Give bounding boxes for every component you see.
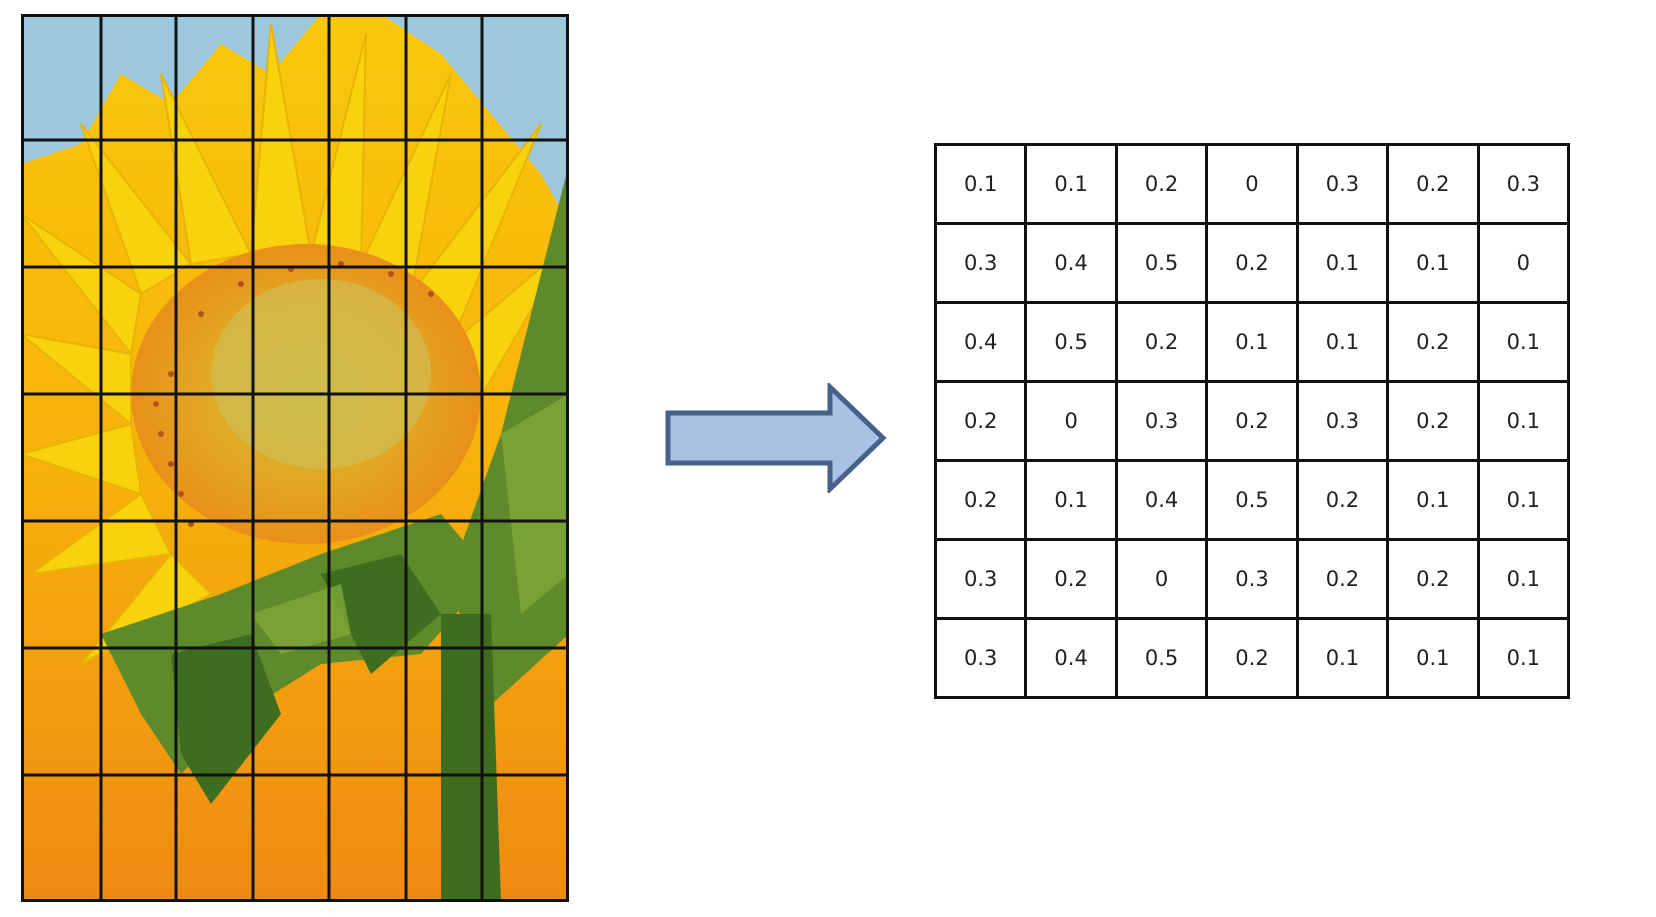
grid-cell: 0.5 [1027, 304, 1118, 383]
grid-cell: 0.3 [937, 541, 1028, 620]
grid-cell: 0.2 [1389, 383, 1480, 462]
grid-cell: 0.3 [937, 225, 1028, 304]
grid-cell: 0.2 [937, 383, 1028, 462]
grid-cell: 0.1 [1389, 462, 1480, 541]
grid-cell: 0.1 [1479, 304, 1570, 383]
grid-cell: 0.2 [1389, 146, 1480, 225]
grid-cell: 0.4 [1027, 620, 1118, 699]
grid-cell: 0.2 [1208, 620, 1299, 699]
grid-cell: 0.3 [937, 620, 1028, 699]
grid-cell: 0.1 [1027, 146, 1118, 225]
grid-cell: 0.3 [1479, 146, 1570, 225]
grid-cell: 0.3 [1117, 383, 1209, 462]
grid-cell: 0.2 [937, 462, 1028, 541]
grid-cell: 0.2 [1027, 541, 1118, 620]
sunflower-image [21, 14, 569, 902]
grid-cell: 0 [1027, 383, 1118, 462]
grid-cell: 0.5 [1117, 225, 1209, 304]
grid-cell: 0.1 [1208, 304, 1299, 383]
grid-cell: 0.1 [1479, 383, 1570, 462]
grid-cell: 0.2 [1117, 146, 1209, 225]
grid-cell: 0.4 [1027, 225, 1118, 304]
grid-cell: 0.2 [1117, 304, 1209, 383]
value-grid: 0.1 0.1 0.2 0 0.3 0.2 0.3 0.3 0.4 0.5 0.2 0.1 0.1 0 0.… [934, 143, 1570, 699]
grid-cell: 0.1 [1027, 462, 1118, 541]
grid-cell: 0.2 [1298, 541, 1390, 620]
grid-cell: 0.1 [1479, 541, 1570, 620]
grid-cell: 0 [1208, 146, 1299, 225]
grid-cell: 0.2 [1208, 225, 1299, 304]
grid-cell: 0.1 [1479, 620, 1570, 699]
grid-cell: 0.3 [1298, 146, 1390, 225]
grid-cell: 0 [1117, 541, 1209, 620]
grid-cell: 0.1 [1298, 304, 1390, 383]
grid-cell: 0.3 [1208, 541, 1299, 620]
grid-cell: 0.1 [1389, 620, 1480, 699]
grid-cell: 0.2 [1389, 304, 1480, 383]
grid-cell: 0.1 [1298, 225, 1390, 304]
grid-cell: 0.5 [1117, 620, 1209, 699]
grid-cell: 0.4 [1117, 462, 1209, 541]
grid-cell: 0.5 [1208, 462, 1299, 541]
grid-cell: 0.2 [1389, 541, 1480, 620]
grid-cell: 0 [1479, 225, 1570, 304]
grid-cell: 0.2 [1208, 383, 1299, 462]
grid-cell: 0.1 [937, 146, 1028, 225]
grid-cell: 0.2 [1298, 462, 1390, 541]
grid-cell: 0.1 [1479, 462, 1570, 541]
sunflower-photo [21, 14, 569, 902]
grid-cell: 0.1 [1389, 225, 1480, 304]
grid-cell: 0.1 [1298, 620, 1390, 699]
right-arrow-icon [665, 381, 887, 495]
grid-cell: 0.3 [1298, 383, 1390, 462]
grid-cell: 0.4 [937, 304, 1028, 383]
